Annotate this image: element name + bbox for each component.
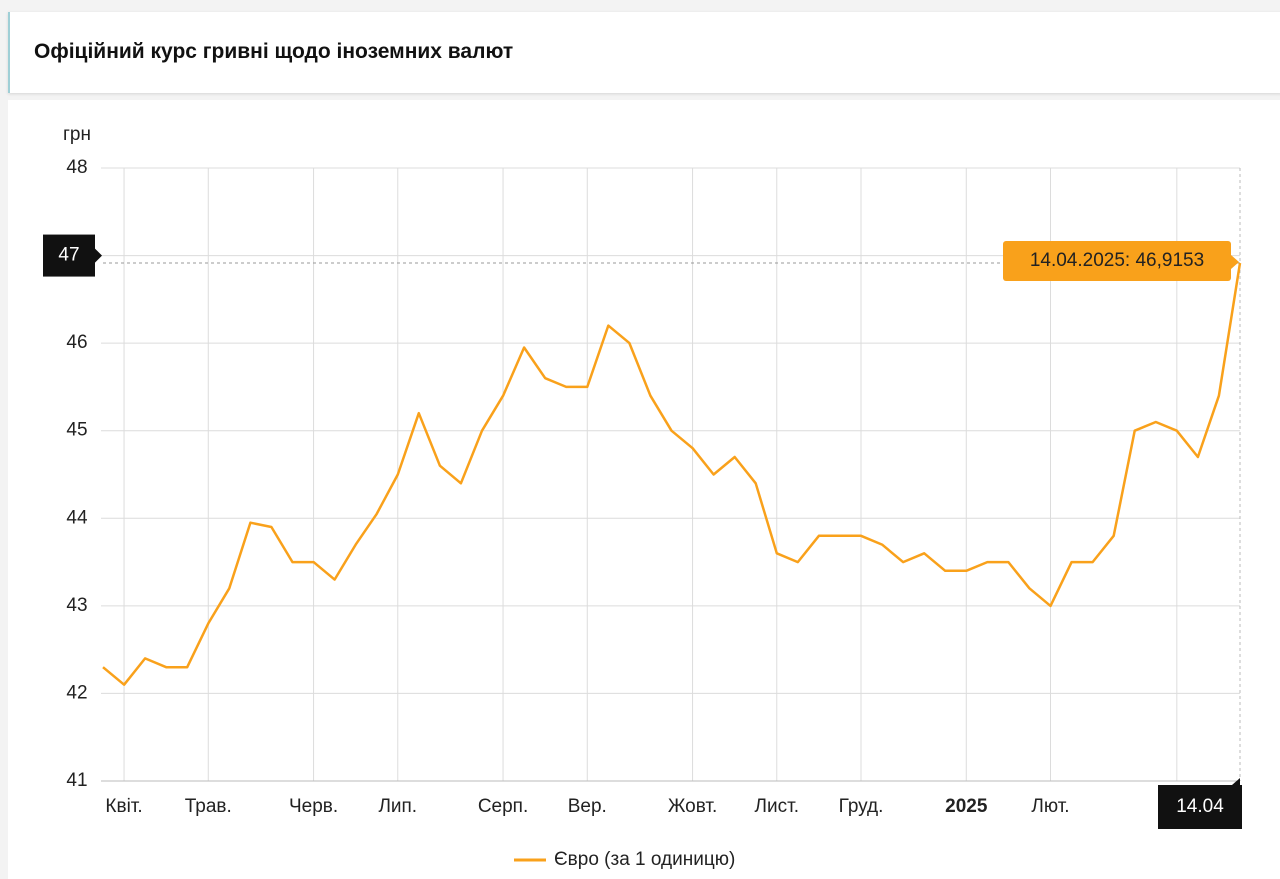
chart-background	[8, 100, 1280, 879]
x-tick-label: Черв.	[289, 796, 338, 817]
y-tick-label: 41	[66, 770, 87, 791]
x-tick-label: Вер.	[568, 796, 607, 817]
legend-label: Євро (за 1 одиницю)	[554, 849, 735, 870]
crosshair-label-box	[43, 234, 95, 277]
x-tick-label: Лист.	[755, 796, 799, 817]
x-highlight-arrow	[1232, 778, 1240, 785]
y-tick-label: 47	[58, 245, 79, 266]
x-tick-label: Лип.	[378, 796, 417, 817]
tooltip-text: 14.04.2025: 46,9153	[1030, 250, 1204, 271]
x-tick-label: 2025	[945, 796, 988, 817]
x-tick-label: Трав.	[185, 796, 232, 817]
x-tick-label: Квіт.	[105, 796, 142, 817]
crosshair-label-arrow	[95, 248, 102, 263]
chart: грн Квіт. Трав. Черв. Лип. Серп. Вер. Жовт. Лис…	[8, 100, 1280, 879]
y-tick-label: 44	[66, 507, 88, 528]
series-line	[102, 262, 1242, 686]
header: Офіційний курс гривні щодо іноземних вал…	[8, 12, 1280, 93]
x-tick-label: Груд.	[839, 796, 884, 817]
y-tick-label: 48	[66, 157, 87, 178]
page-title: Офіційний курс гривні щодо іноземних вал…	[34, 40, 514, 63]
tooltip-box	[1003, 240, 1231, 281]
x-tick-label: Серп.	[478, 796, 528, 817]
y-tick-label: 46	[66, 332, 87, 353]
x-tick-label: Жовт.	[668, 796, 717, 817]
y-axis-label: грн	[63, 124, 91, 145]
x-highlight-box	[1158, 785, 1242, 829]
x-highlight-label: 14.04	[1176, 796, 1224, 817]
y-tick-label: 45	[66, 420, 87, 441]
x-tick-label: Лют.	[1031, 796, 1069, 817]
y-tick-label: 43	[66, 595, 87, 616]
tooltip-arrow	[1231, 254, 1239, 269]
y-tick-label: 42	[66, 682, 87, 703]
